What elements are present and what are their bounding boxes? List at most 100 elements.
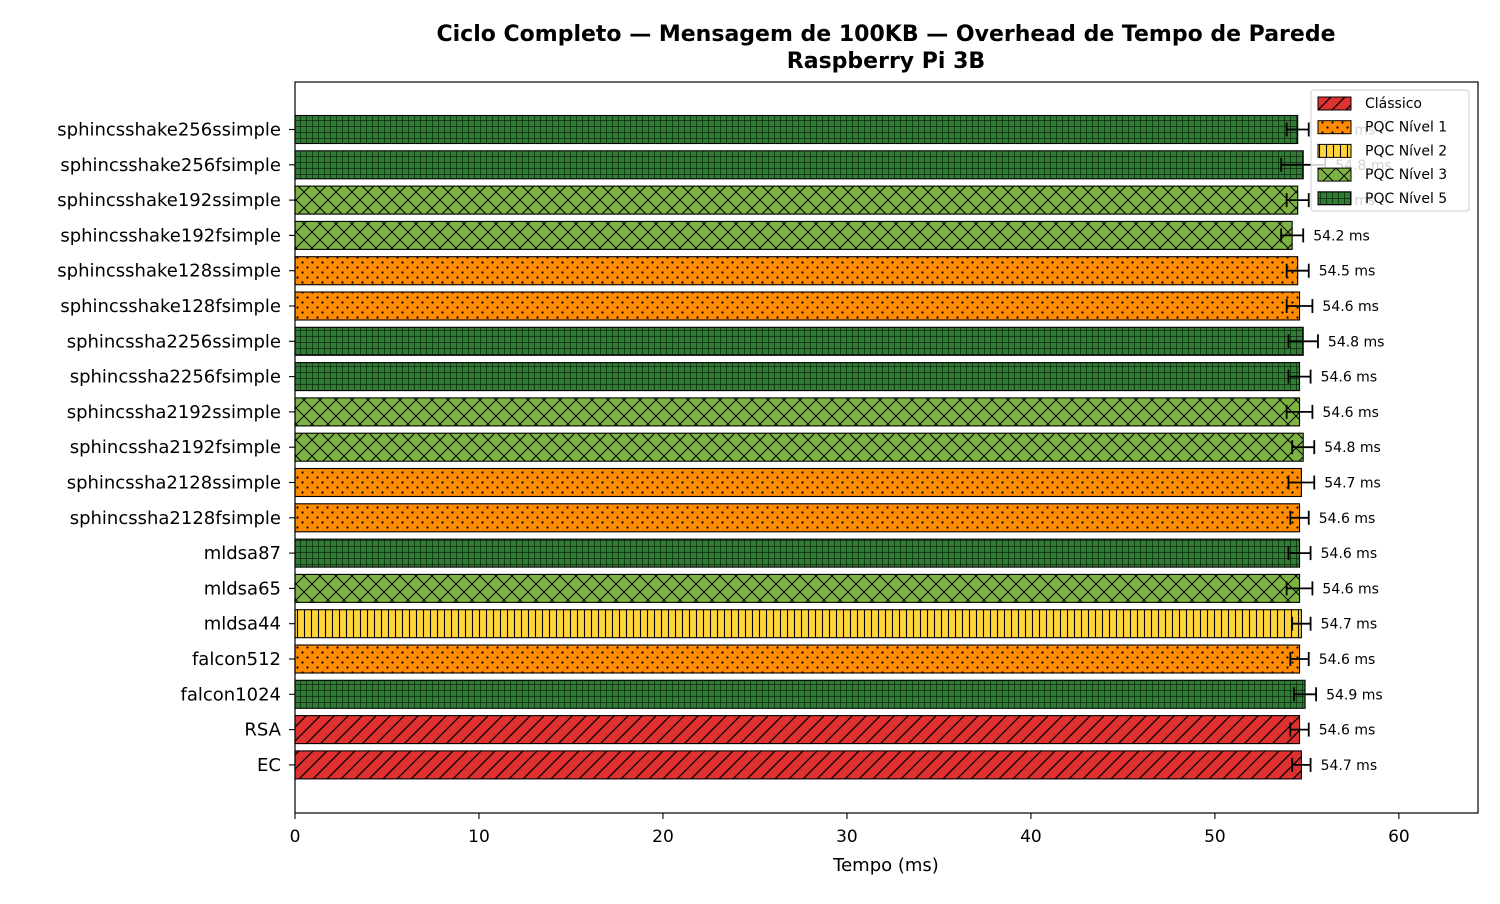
- y-tick-sphincsshake192fsimple: sphincsshake192fsimple: [60, 225, 295, 246]
- bar-sphincsshake256fsimple: [294, 150, 1304, 180]
- y-tick-sphincssha2192fsimple: sphincssha2192fsimple: [70, 437, 295, 458]
- y-tick-label: sphincssha2192ssimple: [67, 402, 281, 423]
- y-tick-label: EC: [257, 755, 281, 776]
- error-bar-EC: [1291, 757, 1312, 772]
- error-bar-sphincsshake128ssimple: [1285, 263, 1310, 278]
- error-bar-falcon512: [1289, 652, 1310, 666]
- y-tick-label: sphincsshake128ssimple: [57, 261, 281, 282]
- y-tick-label: sphincsshake256ssimple: [57, 120, 281, 141]
- y-tick-mldsa44: mldsa44: [204, 614, 295, 635]
- x-tick-label: 60: [1388, 827, 1410, 847]
- error-bar-sphincssha2256fsimple: [1287, 369, 1312, 384]
- error-bar-sphincssha2192fsimple: [1291, 440, 1316, 455]
- data-label-sphincsshake128ssimple: 54.5 ms: [1319, 264, 1376, 280]
- legend-item: PQC Nível 1: [1317, 120, 1447, 136]
- legend-item: PQC Nível 2: [1317, 143, 1447, 159]
- bar-sphincsshake192fsimple: [294, 220, 1293, 250]
- legend-label: Clássico: [1365, 96, 1422, 112]
- chart-subtitle: Raspberry Pi 3B: [787, 49, 985, 74]
- data-label-sphincssha2192fsimple: 54.8 ms: [1324, 440, 1381, 456]
- x-tick-40: 40: [1020, 813, 1042, 847]
- data-label-sphincssha2128fsimple: 54.6 ms: [1319, 511, 1376, 527]
- legend: Clássico PQC Nível 1 PQC Nível 2 PQC Nível …: [1310, 89, 1470, 212]
- legend-swatch: [1317, 167, 1352, 182]
- y-tick-label: sphincssha2256fsimple: [70, 367, 281, 388]
- y-tick-falcon1024: falcon1024: [181, 684, 295, 705]
- y-tick-sphincsshake256ssimple: sphincsshake256ssimple: [57, 120, 295, 141]
- y-tick-label: sphincsshake256fsimple: [60, 155, 281, 176]
- bar-sphincssha2192ssimple: [294, 397, 1301, 427]
- legend-item: Clássico: [1317, 96, 1422, 112]
- data-label-falcon1024: 54.9 ms: [1326, 687, 1383, 703]
- data-label-falcon512: 54.6 ms: [1319, 652, 1376, 668]
- y-tick-label: mldsa44: [204, 614, 281, 635]
- legend-swatch: [1317, 96, 1352, 111]
- bar-sphincsshake192ssimple: [294, 185, 1299, 215]
- bar-mldsa65: [294, 573, 1301, 603]
- bar-sphincssha2256fsimple: [294, 362, 1301, 392]
- error-bar-RSA: [1289, 722, 1310, 737]
- x-axis-ticks: 0 10 20 30 40 50 60: [290, 813, 1410, 847]
- x-tick-label: 50: [1204, 827, 1226, 847]
- error-bar-falcon1024: [1293, 687, 1317, 702]
- bar-sphincssha2128fsimple: [294, 503, 1301, 533]
- legend-label: PQC Nível 5: [1365, 191, 1447, 207]
- x-tick-label: 30: [836, 827, 858, 847]
- bar-falcon1024: [294, 679, 1306, 709]
- error-bar-sphincssha2192ssimple: [1285, 404, 1314, 419]
- y-tick-label: sphincssha2192fsimple: [70, 437, 281, 458]
- legend-label: PQC Nível 1: [1365, 120, 1447, 136]
- data-label-sphincsshake128fsimple: 54.6 ms: [1322, 299, 1379, 315]
- error-bar-mldsa65: [1285, 581, 1314, 596]
- data-label-RSA: 54.6 ms: [1319, 723, 1376, 739]
- bars-layer: [294, 114, 1306, 780]
- plot-frame: [294, 81, 1479, 814]
- error-bar-sphincsshake192ssimple: [1285, 193, 1310, 208]
- x-tick-label: 40: [1020, 827, 1042, 847]
- error-bar-sphincssha2256ssimple: [1287, 334, 1319, 349]
- error-bar-sphincsshake128fsimple: [1285, 299, 1314, 313]
- data-label-sphincssha2256ssimple: 54.8 ms: [1328, 334, 1385, 350]
- chart-title: Ciclo Completo — Mensagem de 100KB — Ove…: [436, 22, 1335, 47]
- error-bar-sphincsshake192fsimple: [1280, 228, 1305, 243]
- y-tick-sphincssha2256fsimple: sphincssha2256fsimple: [70, 367, 295, 388]
- x-tick-label: 20: [652, 827, 674, 847]
- y-tick-label: sphincsshake128fsimple: [60, 296, 281, 317]
- error-bar-mldsa87: [1287, 546, 1312, 561]
- data-label-sphincssha2256fsimple: 54.6 ms: [1321, 370, 1378, 386]
- x-tick-30: 30: [836, 813, 858, 847]
- legend-swatch: [1317, 191, 1352, 206]
- data-label-EC: 54.7 ms: [1321, 758, 1378, 774]
- error-bar-sphincssha2128ssimple: [1287, 475, 1316, 490]
- x-tick-0: 0: [290, 813, 301, 847]
- y-tick-label: sphincssha2128ssimple: [67, 473, 281, 494]
- x-tick-60: 60: [1388, 813, 1410, 847]
- error-bar-mldsa44: [1291, 616, 1312, 631]
- data-label-sphincsshake192fsimple: 54.2 ms: [1313, 228, 1370, 244]
- x-tick-20: 20: [652, 813, 674, 847]
- legend-label: PQC Nível 2: [1365, 143, 1447, 159]
- error-bar-sphincsshake256ssimple: [1285, 122, 1310, 137]
- bar-sphincssha2256ssimple: [294, 326, 1304, 356]
- bar-falcon512: [294, 644, 1301, 674]
- legend-swatch: [1317, 120, 1352, 135]
- y-tick-falcon512: falcon512: [192, 649, 295, 670]
- data-label-sphincssha2192ssimple: 54.6 ms: [1322, 405, 1379, 421]
- data-label-mldsa44: 54.7 ms: [1321, 617, 1378, 633]
- bar-mldsa87: [294, 538, 1301, 568]
- y-tick-sphincssha2128fsimple: sphincssha2128fsimple: [70, 508, 295, 529]
- y-tick-sphincssha2192ssimple: sphincssha2192ssimple: [67, 402, 295, 423]
- x-tick-label: 10: [468, 827, 490, 847]
- y-tick-sphincsshake256fsimple: sphincsshake256fsimple: [60, 155, 295, 176]
- x-tick-10: 10: [468, 813, 490, 847]
- y-tick-label: sphincsshake192fsimple: [60, 225, 281, 246]
- x-tick-label: 0: [290, 827, 301, 847]
- legend-item: PQC Nível 5: [1317, 191, 1447, 207]
- y-tick-label: mldsa65: [204, 578, 281, 599]
- bar-EC: [294, 750, 1302, 780]
- y-tick-EC: EC: [257, 755, 295, 776]
- bar-mldsa44: [294, 609, 1302, 639]
